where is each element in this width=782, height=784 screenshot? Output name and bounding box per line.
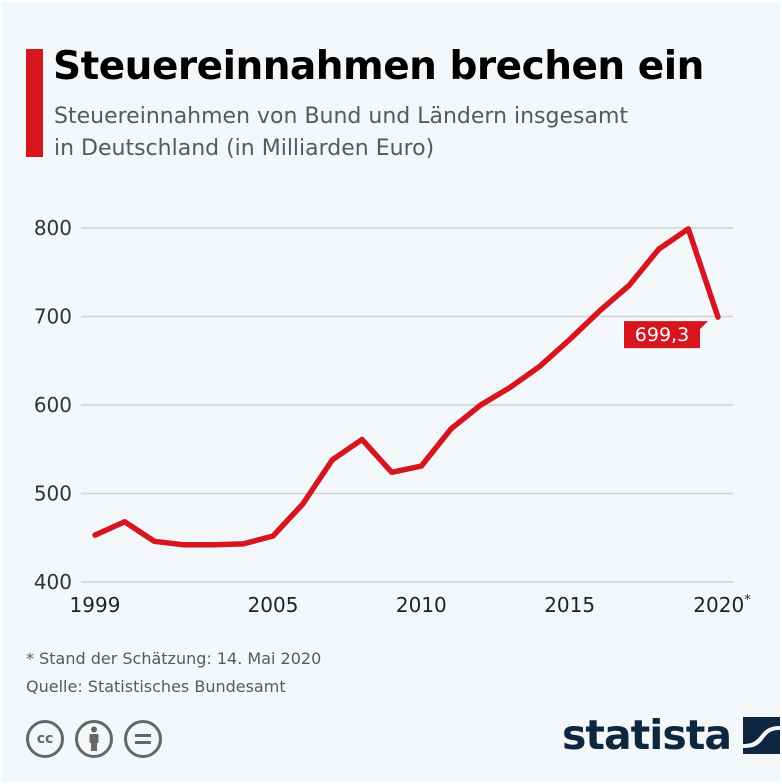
logo-wave-glyph [743,725,780,748]
annotations: 699,3 [624,321,708,349]
source-note: Quelle: Statistisches Bundesamt [26,677,286,696]
value-label: 699,3 [635,324,689,346]
x-tick-label: 2015 [544,593,595,617]
no-derivatives-icon[interactable] [124,720,162,758]
statista-wordmark: statista [562,710,732,759]
y-tick-label: 600 [34,393,72,417]
attribution-icon[interactable] [75,720,113,758]
series-group [92,226,721,548]
x-tick-label: 2010 [396,593,447,617]
y-axis-ticks: 400 500 600 700 800 [34,216,72,594]
y-tick-label: 700 [34,305,72,329]
chart-subtitle: Steuereinnahmen von Bund und Ländern ins… [54,101,714,165]
x-tick-label: 2005 [248,593,299,617]
value-label-box [624,321,708,349]
y-tick-label: 400 [34,570,72,594]
y-tick-label: 500 [34,482,72,506]
y-tick-label: 800 [34,216,72,240]
title-accent-bar [26,49,43,157]
gridlines [81,227,733,583]
x-tick-label: 1999 [70,593,121,617]
footnote: * Stand der Schätzung: 14. Mai 2020 Quel… [26,645,321,701]
cc-icon-label: cc [36,731,54,747]
subtitle-line-1: Steuereinnahmen von Bund und Ländern ins… [54,104,629,129]
subtitle-line-2: in Deutschland (in Milliarden Euro) [54,136,435,161]
statista-logo-icon [743,716,780,754]
series-line [92,226,721,548]
license-icons: cc [26,720,162,758]
x-axis-ticks: 1999 2005 2010 2015 2020* [70,593,752,617]
statista-logo[interactable]: statista [562,710,780,760]
cc-icon[interactable]: cc [26,720,64,758]
chart-title: Steuereinnahmen brechen ein [53,44,704,89]
estimate-note: * Stand der Schätzung: 14. Mai 2020 [26,649,322,668]
x-tick-label: 2020* [693,593,751,617]
person-glyph [89,726,99,751]
equals-glyph [135,734,151,744]
